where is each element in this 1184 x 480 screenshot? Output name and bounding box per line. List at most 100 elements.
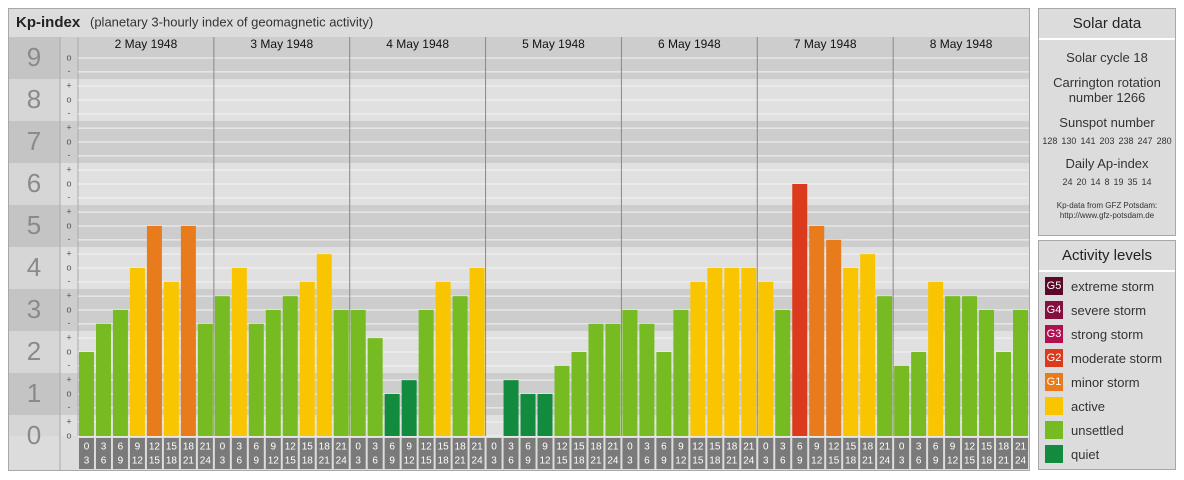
time-label: 0 [84, 442, 90, 453]
bar [95, 323, 111, 436]
time-label: 24 [472, 456, 484, 467]
minor-tick-label: o [66, 220, 71, 230]
minor-tick-label: - [68, 234, 71, 244]
bar [877, 296, 893, 436]
time-cell [248, 438, 264, 469]
band [9, 79, 60, 121]
time-label: 15 [302, 442, 314, 453]
time-label: 21 [455, 456, 467, 467]
bar [690, 281, 706, 436]
time-label: 9 [542, 442, 548, 453]
time-label: 6 [644, 456, 650, 467]
legend-item: G4 severe storm [1045, 300, 1175, 320]
bar [452, 296, 468, 436]
time-label: 3 [627, 456, 633, 467]
time-label: 15 [692, 456, 704, 467]
bar [809, 226, 825, 436]
time-cell [707, 438, 723, 469]
bar [299, 281, 315, 436]
sunspot-number: 203 [1099, 136, 1115, 146]
bar [741, 268, 757, 436]
time-label: 0 [491, 442, 497, 453]
time-label: 21 [319, 456, 331, 467]
day-label: 6 May 1948 [658, 37, 721, 51]
time-label: 3 [491, 456, 497, 467]
time-cell [911, 438, 927, 469]
legend-item: G5 extreme storm [1045, 276, 1175, 296]
sunspot-title: Sunspot number [1059, 115, 1155, 130]
bar [146, 226, 162, 436]
time-label: 3 [220, 456, 226, 467]
minor-tick-label: + [66, 375, 71, 385]
minor-tick-label: + [66, 333, 71, 343]
bar [928, 281, 944, 436]
bar [418, 310, 434, 436]
time-cell [622, 438, 638, 469]
time-cell [690, 438, 706, 469]
time-label: 6 [525, 442, 531, 453]
time-label: 18 [183, 442, 195, 453]
sunspot-number: 238 [1118, 136, 1134, 146]
bar [588, 323, 604, 436]
time-label: 12 [132, 456, 144, 467]
minor-tick-label: + [66, 207, 71, 217]
legend-swatch: G4 [1045, 301, 1063, 319]
time-label: 12 [556, 442, 568, 453]
time-cell [469, 438, 485, 469]
bar [639, 323, 655, 436]
day-label: 8 May 1948 [930, 37, 993, 51]
time-cell [214, 438, 230, 469]
bar [1013, 310, 1028, 436]
bar [469, 268, 485, 436]
time-label: 3 [84, 456, 90, 467]
time-label: 21 [336, 442, 348, 453]
y-tick-label: 5 [27, 210, 41, 240]
time-label: 6 [118, 442, 124, 453]
sunspot-number: 280 [1156, 136, 1172, 146]
time-label: 9 [525, 456, 531, 467]
source: Kp-data from GFZ Potsdam: [1056, 201, 1158, 210]
legend: G5 extreme storm G4 severe storm G3 strong st… [1039, 276, 1175, 464]
sunspot-number: 141 [1080, 136, 1096, 146]
kp-chart: Kp-index (planetary 3-hourly index of ge… [8, 8, 1030, 471]
bar [79, 352, 94, 436]
minor-tick-label: - [68, 66, 71, 76]
ap-number: 14 [1141, 177, 1152, 187]
time-label: 9 [118, 456, 124, 467]
time-label: 15 [828, 456, 840, 467]
y-tick-label: 8 [27, 84, 41, 114]
time-cell [877, 438, 893, 469]
band [9, 247, 60, 289]
time-cell [775, 438, 791, 469]
minor-tick-label: + [66, 81, 71, 91]
legend-swatch [1045, 445, 1063, 463]
y-tick-label: 3 [27, 294, 41, 324]
legend-item: G2 moderate storm [1045, 348, 1175, 368]
time-cell [741, 438, 757, 469]
time-cell [673, 438, 689, 469]
time-label: 24 [743, 456, 755, 467]
time-cell [979, 438, 995, 469]
minor-tick-label: + [66, 291, 71, 301]
y-tick-label: 7 [27, 126, 41, 156]
time-label: 6 [254, 442, 260, 453]
time-label: 18 [998, 442, 1010, 453]
bar [724, 268, 740, 436]
y-tick-label: 1 [27, 378, 41, 408]
legend-swatch [1045, 397, 1063, 415]
solar-data-panel: Solar data Solar cycle 18 Carrington rot… [1038, 8, 1176, 236]
bar [401, 380, 417, 436]
time-label: 24 [607, 456, 619, 467]
time-label: 9 [661, 456, 667, 467]
legend-item: active [1045, 396, 1175, 416]
bar [571, 352, 587, 436]
time-label: 18 [709, 456, 721, 467]
time-label: 3 [780, 442, 786, 453]
time-label: 3 [355, 456, 361, 467]
minor-tick-label: o [66, 178, 71, 188]
time-label: 24 [336, 456, 348, 467]
time-label: 3 [508, 442, 514, 453]
band [9, 205, 60, 247]
bar [503, 380, 519, 436]
time-label: 0 [355, 442, 361, 453]
